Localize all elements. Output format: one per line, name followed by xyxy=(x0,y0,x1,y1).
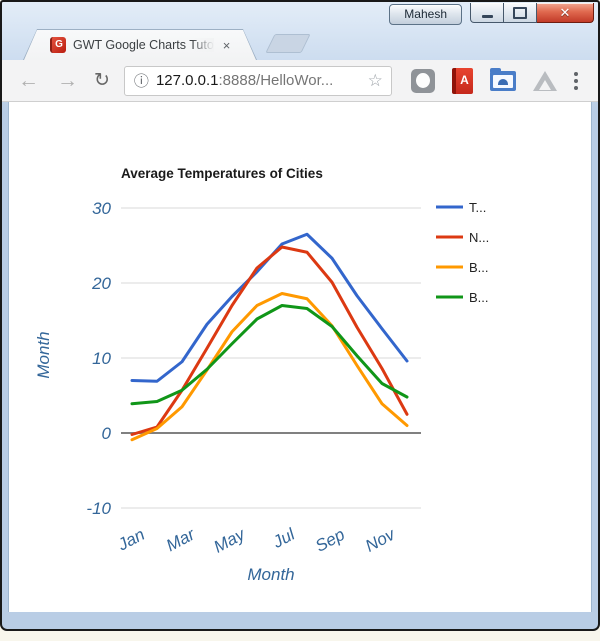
svg-text:Average Temperatures of Cities: Average Temperatures of Cities xyxy=(121,166,323,181)
url-host: 127.0.0.1 xyxy=(155,72,219,89)
page-info-icon[interactable]: ⓘ xyxy=(133,73,149,90)
new-tab-button[interactable] xyxy=(265,34,311,53)
svg-text:30: 30 xyxy=(92,199,111,218)
url-text: 127.0.0.1:8888/HelloWor... xyxy=(156,72,333,89)
svg-text:-10: -10 xyxy=(86,499,111,518)
forward-icon[interactable]: → xyxy=(57,69,78,92)
tab-title: GWT Google Charts Tuto xyxy=(73,38,214,52)
file-manager-dial xyxy=(497,78,508,85)
page-content: 30 20 10 0 -10 Jan Mar May Jul Sep Nov Average Temp… xyxy=(8,102,592,612)
maximize-button[interactable] xyxy=(504,3,537,23)
profile-button[interactable]: Mahesh xyxy=(389,4,462,25)
minimize-button[interactable] xyxy=(470,3,504,23)
svg-text:B...: B... xyxy=(469,290,489,305)
browser-toolbar: ← → ↻ ⓘ 127.0.0.1:8888/HelloWor... ☆ A xyxy=(2,60,598,102)
url-path: :8888/HelloWor... xyxy=(218,72,334,89)
close-icon: ✕ xyxy=(559,5,571,20)
svg-text:May: May xyxy=(211,524,250,557)
red-book-extension-icon[interactable]: A xyxy=(451,67,473,94)
svg-text:Month: Month xyxy=(34,331,53,378)
svg-text:10: 10 xyxy=(92,349,111,368)
browser-menu-icon[interactable] xyxy=(573,71,578,90)
file-manager-extension-icon[interactable] xyxy=(489,67,516,91)
back-icon[interactable]: ← xyxy=(18,69,39,92)
maximize-icon xyxy=(513,6,527,19)
moon-extension-icon[interactable] xyxy=(410,68,435,93)
svg-text:20: 20 xyxy=(91,274,111,293)
svg-text:Jul: Jul xyxy=(269,524,299,552)
bookmark-star-icon[interactable]: ☆ xyxy=(367,70,383,90)
site-favicon-icon: G xyxy=(50,37,66,53)
svg-text:0: 0 xyxy=(102,424,112,443)
svg-text:B...: B... xyxy=(469,260,489,275)
drive-hole xyxy=(538,79,551,90)
svg-text:N...: N... xyxy=(469,230,489,245)
window-controls: Mahesh ✕ xyxy=(389,3,594,25)
address-bar[interactable]: ⓘ 127.0.0.1:8888/HelloWor... ☆ xyxy=(123,65,392,96)
svg-text:Sep: Sep xyxy=(312,525,348,556)
svg-text:T...: T... xyxy=(469,200,486,215)
svg-text:Nov: Nov xyxy=(362,524,399,556)
moon-blob xyxy=(415,72,430,88)
reload-icon[interactable]: ↻ xyxy=(94,70,110,91)
svg-text:Mar: Mar xyxy=(163,524,199,555)
tab-close-icon[interactable]: × xyxy=(222,37,231,53)
close-window-button[interactable]: ✕ xyxy=(537,3,594,23)
browser-tab[interactable]: G GWT Google Charts Tuto × xyxy=(24,30,256,60)
drive-extension-icon[interactable] xyxy=(532,70,557,91)
tab-strip: G GWT Google Charts Tuto × xyxy=(2,28,598,60)
svg-text:Jan: Jan xyxy=(114,525,148,555)
minimize-icon xyxy=(481,15,493,18)
extension-icons: A xyxy=(410,67,557,94)
window-titlebar[interactable]: Mahesh ✕ xyxy=(2,2,598,28)
svg-text:Month: Month xyxy=(247,565,294,584)
